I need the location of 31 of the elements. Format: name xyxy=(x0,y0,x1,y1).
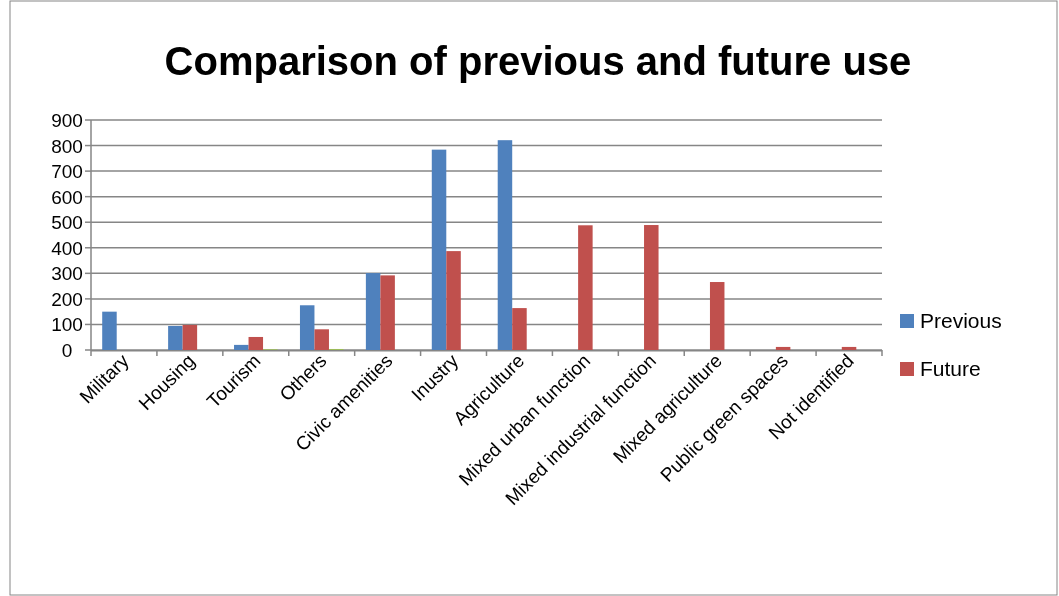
y-tick-label: 700 xyxy=(51,161,83,183)
bar xyxy=(299,305,315,350)
y-tick-label: 300 xyxy=(51,263,83,285)
bar xyxy=(102,311,117,350)
bar xyxy=(512,308,527,350)
bar xyxy=(497,140,513,350)
bar xyxy=(182,324,198,350)
legend-label: Previous xyxy=(920,309,1002,332)
bar xyxy=(841,346,857,350)
bar xyxy=(709,282,725,350)
legend-label: Future xyxy=(920,357,981,380)
y-tick-label: 600 xyxy=(51,186,83,208)
y-tick-label: 100 xyxy=(51,314,83,336)
y-tick-label: 400 xyxy=(51,237,83,259)
bar xyxy=(431,149,447,350)
y-tick-label: 900 xyxy=(51,110,83,131)
bar xyxy=(314,329,329,350)
chart-title: Comparison of previous and future use xyxy=(164,39,912,83)
bar xyxy=(578,225,593,350)
y-tick-label: 500 xyxy=(51,212,83,234)
y-tick-label: 200 xyxy=(51,288,83,310)
bar xyxy=(380,275,395,350)
bar xyxy=(775,346,791,350)
bar xyxy=(248,336,264,350)
bar xyxy=(446,251,461,350)
y-tick-label: 800 xyxy=(51,135,83,157)
bar xyxy=(644,225,659,350)
bar xyxy=(168,325,183,350)
bar xyxy=(234,344,249,350)
y-tick-label: 0 xyxy=(61,340,73,361)
bar xyxy=(365,273,381,350)
